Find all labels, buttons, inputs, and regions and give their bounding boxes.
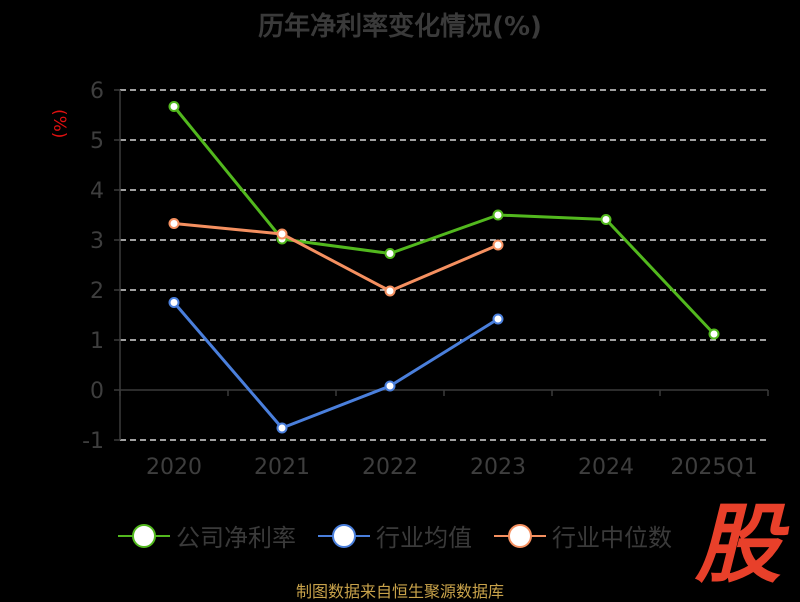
y-tick-label: 5	[90, 129, 104, 154]
legend-marker-icon	[118, 521, 170, 551]
data-point[interactable]	[276, 228, 288, 240]
legend-label: 公司净利率	[176, 524, 296, 552]
grid-lines	[120, 89, 768, 441]
y-tick-label: 2	[90, 279, 104, 304]
data-point[interactable]	[600, 214, 612, 225]
axes	[114, 89, 769, 441]
series-line	[173, 222, 499, 293]
legend-marker-icon	[494, 521, 546, 551]
x-tick-label: 2021	[254, 455, 310, 480]
data-point[interactable]	[708, 328, 720, 340]
series-line	[172, 105, 716, 336]
x-tick-label: 2022	[362, 455, 418, 480]
y-tick-label: 3	[90, 229, 104, 254]
data-point[interactable]	[168, 297, 180, 308]
data-point[interactable]	[168, 101, 180, 112]
x-tick-label: 2025Q1	[670, 455, 757, 480]
data-point[interactable]	[384, 248, 396, 259]
data-point[interactable]	[384, 285, 396, 297]
x-tick-labels: 2020 2021 2022 2023 2024 2025Q1	[146, 455, 758, 480]
x-tick-label: 2024	[578, 455, 634, 480]
data-point[interactable]	[492, 239, 504, 251]
legend-label: 行业中位数	[552, 524, 672, 552]
source-caption: 制图数据来自恒生聚源数据库	[295, 582, 504, 601]
legend-item-company-net-margin[interactable]: 公司净利率	[118, 518, 296, 553]
data-point[interactable]	[276, 422, 288, 434]
series-2	[168, 218, 504, 297]
y-tick-label: -1	[82, 429, 104, 454]
series-line	[172, 301, 499, 430]
x-tick-label: 2023	[470, 455, 526, 480]
series-0	[168, 101, 720, 340]
y-tick-label: 0	[90, 379, 104, 404]
legend-marker-icon	[318, 521, 370, 551]
legend-item-industry-median[interactable]: 行业中位数	[494, 518, 672, 553]
data-point[interactable]	[168, 218, 180, 229]
y-tick-label: 1	[90, 329, 104, 354]
chart-title: 历年净利率变化情况(%)	[258, 12, 542, 42]
series-lines	[168, 101, 720, 434]
logo: 股	[695, 495, 781, 595]
y-tick-label: 6	[90, 79, 104, 104]
legend-item-industry-average[interactable]: 行业均值	[318, 518, 472, 553]
y-tick-label: 4	[90, 179, 104, 204]
legend: 公司净利率 行业均值 行业中位数	[118, 518, 694, 553]
series-1	[168, 297, 504, 434]
legend-label: 行业均值	[376, 524, 472, 552]
data-point[interactable]	[492, 313, 504, 325]
y-tick-labels: 6 5 4 3 2 1 0 -1	[82, 79, 104, 454]
x-tick-label: 2020	[146, 455, 202, 480]
data-point[interactable]	[384, 380, 396, 392]
data-point[interactable]	[492, 209, 504, 221]
